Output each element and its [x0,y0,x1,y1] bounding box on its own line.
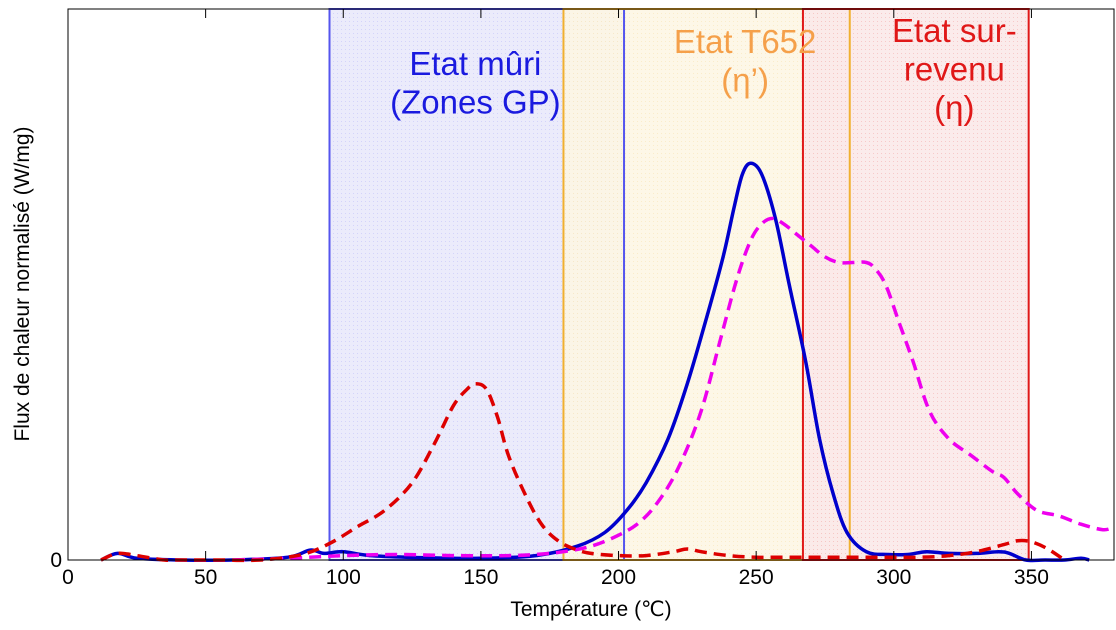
x-axis-label: Température (℃) [510,598,671,621]
series-line [233,216,1115,562]
region-label: (Zones GP) [390,84,561,121]
x-tick-label: 300 [876,566,911,589]
region-rect [802,9,1029,560]
x-tick-label: 250 [739,566,774,589]
region-label: Etat T652 [674,23,817,60]
x-axis: 0 50 100 150 200 250 300 350 [62,9,1049,589]
y-axis-label: Flux de chaleur normalisé (W/mg) [11,126,34,441]
series-layer [100,161,1115,563]
plot-frame [67,8,1115,561]
series-line [100,381,1066,563]
region-label: (η) [934,89,974,126]
region-label: revenu [904,51,1005,88]
x-tick-label: 350 [1014,566,1049,589]
region-label: Etat mûri [409,45,541,82]
y-tick-label: 0 [50,549,62,572]
region-label: (η’) [721,62,769,99]
region-label: Etat sur- [892,12,1017,49]
x-tick-label: 0 [62,566,74,589]
x-tick-label: 50 [194,566,217,589]
y-axis: 0 [50,549,77,572]
region-labels-layer: Etat mûri(Zones GP) Etat T652(η’) Etat sur… [390,12,1017,126]
x-tick-label: 100 [326,566,361,589]
x-tick-label: 150 [463,566,498,589]
x-tick-label: 200 [601,566,636,589]
